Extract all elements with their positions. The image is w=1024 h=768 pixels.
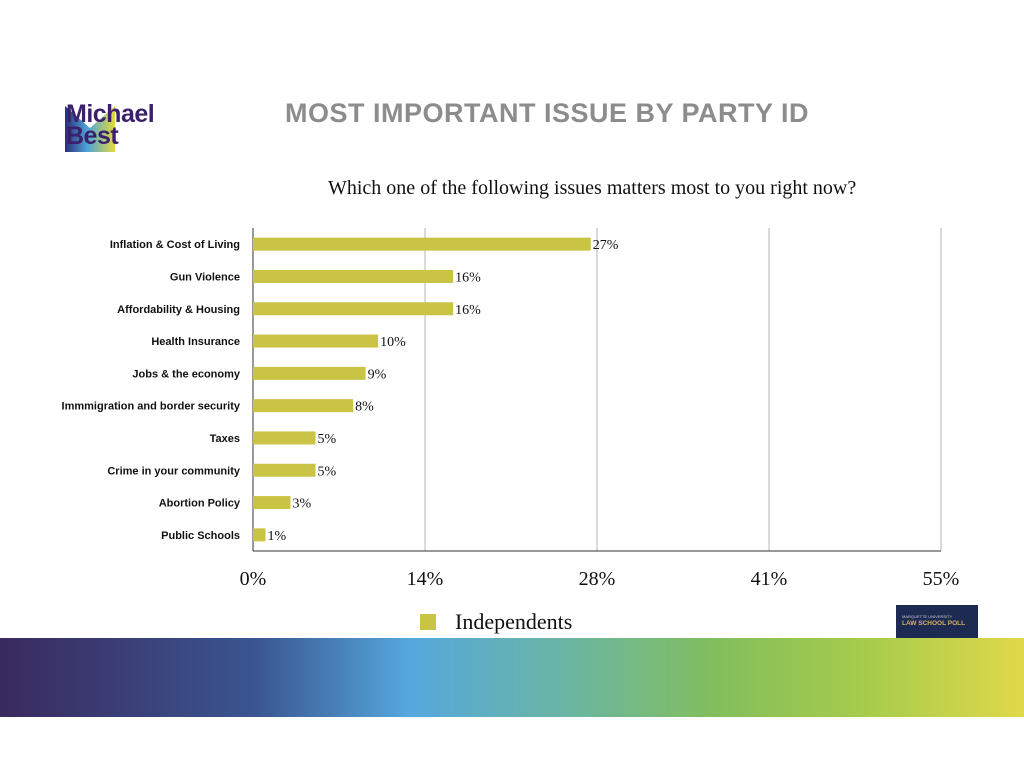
bar <box>253 399 354 413</box>
michael-best-logo-mark <box>65 106 115 152</box>
x-tick-label: 28% <box>579 568 616 590</box>
bar <box>253 302 454 316</box>
bar <box>253 366 366 380</box>
category-label: Health Insurance <box>151 336 240 348</box>
legend-label: Independents <box>455 609 573 634</box>
bar <box>253 431 316 445</box>
category-label: Abortion Policy <box>159 498 241 510</box>
bar <box>253 463 316 477</box>
bar <box>253 237 591 251</box>
data-label: 3% <box>293 497 312 512</box>
page-title: MOST IMPORTANT ISSUE BY PARTY ID <box>285 98 810 128</box>
data-label: 27% <box>593 238 619 253</box>
x-tick-label: 14% <box>407 568 444 590</box>
bar <box>253 528 266 542</box>
legend: Independents <box>420 609 572 635</box>
category-label: Crime in your community <box>107 465 241 477</box>
data-label: 16% <box>455 303 481 318</box>
x-tick-label: 41% <box>751 568 788 590</box>
data-label: 8% <box>355 400 374 415</box>
category-label: Affordability & Housing <box>117 304 240 316</box>
legend-swatch <box>420 614 436 630</box>
footer-gradient-band <box>0 638 1024 717</box>
category-label: Jobs & the economy <box>132 368 240 380</box>
marquette-poll-logo: MARQUETTE UNIVERSITY LAW SCHOOL POLL <box>896 605 978 638</box>
category-label: Immmigration and border security <box>62 401 241 413</box>
bar <box>253 334 379 348</box>
data-label: 10% <box>380 335 406 350</box>
data-label: 1% <box>268 529 287 544</box>
data-label: 16% <box>455 270 481 285</box>
x-tick-label: 0% <box>240 568 267 590</box>
data-label: 9% <box>368 367 387 382</box>
category-label: Inflation & Cost of Living <box>110 239 240 251</box>
category-label: Taxes <box>210 433 240 445</box>
logo-text: Michael Best <box>66 100 155 150</box>
data-label: 5% <box>318 432 337 447</box>
data-label: 5% <box>318 464 337 479</box>
category-label: Gun Violence <box>170 271 240 283</box>
x-tick-label: 55% <box>923 568 960 590</box>
bar <box>253 269 454 283</box>
category-label: Public Schools <box>161 530 240 542</box>
chart-question: Which one of the following issues matter… <box>328 177 857 199</box>
bar <box>253 496 291 510</box>
